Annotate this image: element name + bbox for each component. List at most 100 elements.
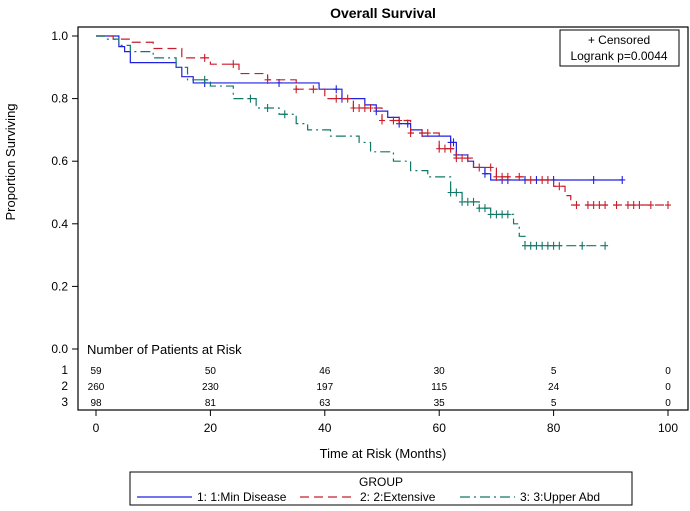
y-tick-label: 0.6 <box>51 154 68 168</box>
censor-mark <box>230 60 237 69</box>
censor-mark <box>556 241 563 250</box>
risk-row-label: 1 <box>61 363 68 377</box>
censor-mark <box>624 201 631 210</box>
censor-mark <box>333 85 340 94</box>
censor-mark <box>464 154 471 163</box>
y-axis-label: Proportion Surviving <box>3 103 18 220</box>
censor-mark <box>487 210 494 219</box>
censor-mark <box>264 75 271 84</box>
risk-count: 35 <box>434 398 446 409</box>
censor-mark <box>481 204 488 213</box>
censor-mark <box>356 103 363 112</box>
censor-mark <box>493 172 500 181</box>
censor-mark <box>613 201 620 210</box>
censor-mark <box>499 172 506 181</box>
risk-table-title: Number of Patients at Risk <box>87 342 242 357</box>
censor-mark <box>447 188 454 197</box>
censor-mark <box>379 116 385 125</box>
censor-mark <box>487 163 494 172</box>
risk-count: 30 <box>434 366 446 377</box>
risk-count: 50 <box>205 366 217 377</box>
censor-mark <box>630 201 637 210</box>
censor-mark <box>390 116 397 125</box>
censor-mark <box>201 75 208 84</box>
inset-box: + Censored Logrank p=0.0044 <box>559 29 680 67</box>
censor-mark <box>596 201 603 210</box>
censor-mark <box>602 241 609 250</box>
censor-mark <box>201 53 208 62</box>
censor-mark <box>367 103 374 112</box>
censor-mark <box>527 241 534 250</box>
censor-mark <box>310 85 317 94</box>
risk-count: 115 <box>431 382 447 393</box>
risk-count: 230 <box>202 382 219 393</box>
survival-curve-1 <box>96 35 623 181</box>
x-tick-label: 100 <box>658 421 678 435</box>
y-tick-label: 0.4 <box>51 217 68 231</box>
censor-mark <box>464 197 471 206</box>
x-tick-label: 60 <box>433 421 447 435</box>
risk-count: 0 <box>665 398 671 409</box>
censor-mark <box>293 85 300 94</box>
y-tick-label: 0.2 <box>51 279 68 293</box>
x-tick-label: 20 <box>204 421 218 435</box>
censor-mark <box>539 241 546 250</box>
censor-mark <box>539 175 546 184</box>
legend-entry-label: 2: 2:Extensive <box>360 490 436 504</box>
risk-count: 59 <box>90 366 102 377</box>
y-tick-label: 1.0 <box>51 29 68 43</box>
censor-mark <box>504 172 511 181</box>
censor-mark <box>493 210 500 219</box>
risk-count: 197 <box>316 382 333 393</box>
censor-mark <box>436 144 443 153</box>
censor-mark <box>344 94 351 103</box>
logrank-note: Logrank p=0.0044 <box>570 49 667 63</box>
risk-count: 46 <box>319 366 331 377</box>
censor-mark <box>281 110 288 119</box>
risk-count: 5 <box>551 398 557 409</box>
censor-mark <box>419 129 426 138</box>
censor-mark <box>544 241 551 250</box>
censor-mark <box>602 201 609 210</box>
censor-mark <box>550 241 557 250</box>
x-tick-label: 0 <box>93 421 100 435</box>
censor-mark <box>584 201 591 210</box>
censor-mark <box>556 182 563 191</box>
censor-mark <box>424 129 431 138</box>
risk-row-label: 2 <box>61 379 68 393</box>
censor-mark <box>459 154 466 163</box>
x-axis-label: Time at Risk (Months) <box>320 446 447 461</box>
censor-mark <box>396 116 403 125</box>
censor-mark <box>447 144 454 153</box>
censor-mark <box>476 204 483 213</box>
censor-mark <box>516 172 523 181</box>
censor-mark <box>476 163 483 172</box>
censor-mark <box>527 175 534 184</box>
risk-count: 98 <box>90 398 102 409</box>
censor-mark <box>441 144 448 153</box>
censor-mark <box>590 175 597 184</box>
censor-mark <box>350 103 357 112</box>
legend-title: GROUP <box>359 475 403 489</box>
legend-entry-label: 1: 1:Min Disease <box>197 490 287 504</box>
censor-mark <box>504 210 511 219</box>
risk-row-label: 3 <box>61 395 68 409</box>
censor-mark <box>453 188 460 197</box>
plot-frame <box>77 26 689 411</box>
censor-mark <box>522 241 528 250</box>
censor-mark <box>499 210 506 219</box>
censor-mark <box>544 175 551 184</box>
x-tick-label: 40 <box>318 421 332 435</box>
censored-note: + Censored <box>588 33 650 47</box>
censor-mark <box>573 201 580 210</box>
y-tick-label: 0.8 <box>51 92 68 106</box>
risk-count: 5 <box>551 366 557 377</box>
censor-mark <box>636 201 643 210</box>
survival-curve-3 <box>96 35 606 247</box>
x-tick-label: 80 <box>547 421 561 435</box>
risk-count: 0 <box>665 366 671 377</box>
censor-mark <box>333 94 340 103</box>
censor-mark <box>647 201 654 210</box>
censor-mark <box>579 241 586 250</box>
